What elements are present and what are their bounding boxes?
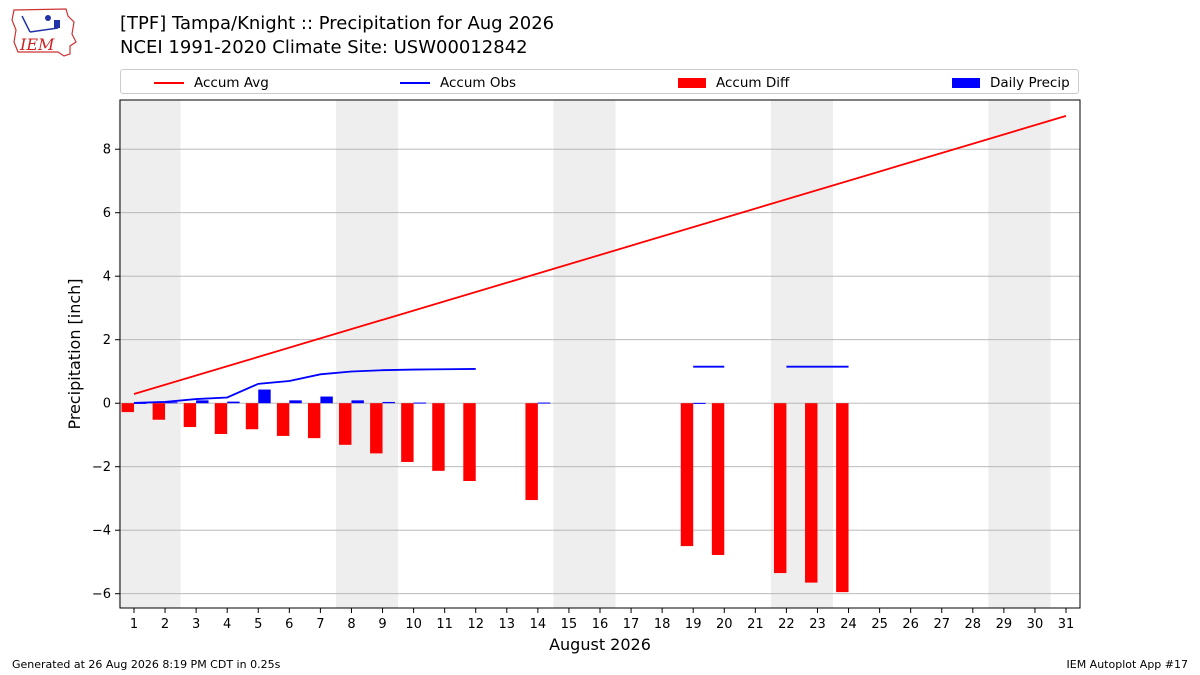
x-tick-label-4: 4 [223, 617, 231, 632]
accum-avg-line [133, 115, 1067, 395]
accum-diff-bar-1 [121, 403, 134, 413]
logo-text: IEM [19, 35, 55, 54]
y-tick-label-5: 4 [103, 270, 111, 285]
x-tick-label-20: 20 [716, 617, 733, 632]
x-tick-label-9: 9 [378, 617, 386, 632]
legend-swatch-accum-avg [154, 81, 184, 84]
iem-logo: IEM [11, 8, 77, 57]
accum-diff-bar-4 [214, 403, 228, 435]
legend-label-daily-precip: Daily Precip [990, 74, 1070, 91]
x-tick-label-28: 28 [965, 617, 982, 632]
x-axis-label: August 2026 [549, 635, 651, 654]
x-tick-label-8: 8 [347, 617, 355, 632]
x-tick-label-3: 3 [192, 617, 200, 632]
legend-swatch-accum-obs [400, 81, 430, 84]
x-tick-label-11: 11 [436, 617, 453, 632]
x-tick-label-12: 12 [467, 617, 484, 632]
y-tick-label-1: −4 [92, 524, 111, 539]
accum-diff-bar-24 [836, 403, 849, 593]
daily-precip-bar-9 [382, 401, 395, 404]
x-tick-label-6: 6 [285, 617, 293, 632]
accum-diff-bar-23 [805, 403, 818, 583]
footer-generated: Generated at 26 Aug 2026 8:19 PM CDT in … [12, 658, 281, 671]
legend-item-accum-avg: Accum Avg [154, 70, 269, 95]
weekend-shade-4 [988, 100, 1051, 608]
legend-item-daily-precip: Daily Precip [952, 70, 1070, 95]
accum-diff-bar-3 [183, 403, 197, 428]
x-tick-label-30: 30 [1027, 617, 1044, 632]
weekend-shade-2 [553, 100, 616, 608]
x-tick-label-31: 31 [1058, 617, 1075, 632]
weekend-shade-1 [335, 100, 399, 608]
daily-precip-bar-7 [320, 396, 333, 404]
y-tick-label-7: 8 [103, 143, 111, 158]
accum-diff-bar-19 [680, 403, 694, 547]
y-tick-label-0: −6 [92, 587, 111, 602]
x-tick-label-21: 21 [747, 617, 764, 632]
accum-diff-bar-10 [401, 403, 414, 462]
accum-diff-bar-22 [773, 403, 787, 574]
daily-precip-bar-8 [351, 400, 364, 404]
legend-swatch-daily-precip [952, 77, 980, 88]
accum-diff-bar-6 [276, 403, 290, 436]
legend-label-accum-diff: Accum Diff [716, 74, 790, 91]
daily-precip-bar-2 [165, 402, 178, 404]
accum-diff-bar-11 [432, 403, 445, 471]
x-tick-label-5: 5 [254, 617, 262, 632]
legend-label-accum-obs: Accum Obs [440, 74, 517, 91]
accum-obs-line-0 [133, 368, 476, 404]
x-tick-label-27: 27 [933, 617, 950, 632]
x-tick-label-29: 29 [996, 617, 1013, 632]
x-tick-label-17: 17 [623, 617, 640, 632]
x-tick-label-23: 23 [809, 617, 826, 632]
daily-precip-bar-4 [227, 401, 240, 404]
y-tick-label-3: 0 [103, 397, 111, 412]
accum-diff-bar-14 [525, 403, 538, 501]
legend-item-accum-diff: Accum Diff [678, 70, 789, 95]
footer-app: IEM Autoplot App #17 [1066, 658, 1189, 671]
accum-diff-bar-12 [463, 403, 476, 481]
x-tick-label-25: 25 [871, 617, 888, 632]
chart-title: [TPF] Tampa/Knight :: Precipitation for … [120, 13, 555, 34]
x-tick-label-22: 22 [778, 617, 795, 632]
accum-diff-bar-2 [152, 403, 166, 420]
chart-subtitle: NCEI 1991-2020 Climate Site: USW00012842 [120, 37, 528, 58]
x-tick-label-26: 26 [902, 617, 919, 632]
y-axis-label: Precipitation [inch] [65, 278, 84, 429]
daily-precip-bar-6 [289, 400, 302, 404]
daily-precip-bar-14 [537, 402, 551, 404]
x-tick-label-14: 14 [530, 617, 547, 632]
daily-precip-bar-19 [693, 402, 706, 404]
x-tick-label-10: 10 [405, 617, 422, 632]
accum-diff-bar-9 [370, 403, 383, 454]
accum-diff-bar-7 [307, 403, 321, 439]
daily-precip-bar-10 [413, 402, 427, 404]
daily-precip-bar-3 [196, 400, 209, 404]
y-tick-label-2: −2 [92, 460, 111, 475]
x-tick-label-15: 15 [561, 617, 578, 632]
x-tick-label-18: 18 [654, 617, 671, 632]
x-tick-label-7: 7 [316, 617, 324, 632]
x-tick-label-24: 24 [840, 617, 857, 632]
y-tick-label-6: 6 [103, 206, 111, 221]
legend: Accum Avg Accum Obs Accum Diff Daily Pre… [120, 69, 1079, 94]
accum-diff-bar-20 [711, 403, 725, 555]
accum-diff-bar-8 [339, 403, 352, 445]
daily-precip-bar-5 [258, 389, 271, 404]
x-tick-label-2: 2 [161, 617, 169, 632]
legend-swatch-accum-diff [678, 77, 706, 88]
x-tick-label-16: 16 [592, 617, 609, 632]
x-tick-label-1: 1 [130, 617, 138, 632]
legend-label-accum-avg: Accum Avg [194, 74, 269, 91]
x-tick-label-19: 19 [685, 617, 702, 632]
legend-item-accum-obs: Accum Obs [400, 70, 516, 95]
weekend-shade-0 [118, 100, 181, 608]
x-tick-label-13: 13 [499, 617, 516, 632]
accum-diff-bar-5 [245, 403, 259, 430]
y-tick-label-4: 2 [103, 333, 111, 348]
